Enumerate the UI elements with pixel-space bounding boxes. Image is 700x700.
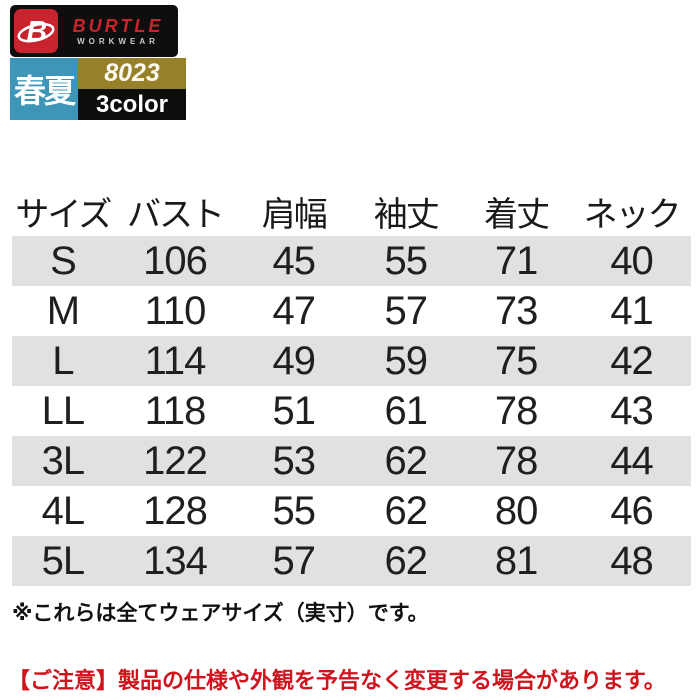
value-cell: 40 [572,236,691,286]
value-cell: 62 [351,436,461,486]
size-table: サイズ バスト 肩幅 袖丈 着丈 ネック S 106 45 55 71 40 M… [12,186,691,586]
value-cell: 45 [236,236,352,286]
value-cell: 110 [113,286,237,336]
value-cell: 81 [460,536,573,586]
value-cell: 114 [113,336,237,386]
size-cell: LL [12,386,114,436]
value-cell: 128 [113,486,237,536]
badge-row: 春夏 8023 3color [10,58,186,120]
brand-logo: B BURTLE WORKWEAR [10,5,178,57]
value-cell: 42 [572,336,691,386]
value-cell: 49 [236,336,352,386]
table-row: 4L 128 55 62 80 46 [12,486,691,536]
value-cell: 48 [572,536,691,586]
table-row: L 114 49 59 75 42 [12,336,691,386]
size-cell: 3L [12,436,114,486]
value-cell: 122 [113,436,237,486]
brand-b-logo-icon: B [14,9,58,53]
value-cell: 55 [351,236,461,286]
table-header-row: サイズ バスト 肩幅 袖丈 着丈 ネック [12,186,691,236]
value-cell: 53 [236,436,352,486]
value-cell: 62 [351,536,461,586]
column-header-neck: ネック [572,186,691,236]
value-cell: 55 [236,486,352,536]
table-row: M 110 47 57 73 41 [12,286,691,336]
column-header-bust: バスト [113,186,237,236]
table-row: 5L 134 57 62 81 48 [12,536,691,586]
value-cell: 71 [460,236,573,286]
measurement-note: ※これらは全てウェアサイズ（実寸）です。 [12,602,429,625]
value-cell: 51 [236,386,352,436]
value-cell: 118 [113,386,237,436]
table-row: S 106 45 55 71 40 [12,236,691,286]
season-badge: 春夏 [10,58,78,120]
value-cell: 43 [572,386,691,436]
badge-column: 8023 3color [78,58,186,120]
table-row: 3L 122 53 62 78 44 [12,436,691,486]
value-cell: 62 [351,486,461,536]
caution-note: 【ご注意】製品の仕様や外観を予告なく変更する場合があります。 [8,668,666,693]
value-cell: 78 [460,436,573,486]
value-cell: 80 [460,486,573,536]
brand-mark-letter: B [27,16,48,48]
color-count-badge: 3color [78,89,186,120]
column-header-length: 着丈 [460,186,573,236]
value-cell: 47 [236,286,352,336]
size-cell: L [12,336,114,386]
value-cell: 73 [460,286,573,336]
size-cell: M [12,286,114,336]
value-cell: 44 [572,436,691,486]
value-cell: 59 [351,336,461,386]
brand-subname: WORKWEAR [77,36,159,46]
value-cell: 57 [351,286,461,336]
size-cell: 5L [12,536,114,586]
column-header-size: サイズ [12,186,114,236]
product-code-badge: 8023 [78,58,186,89]
value-cell: 75 [460,336,573,386]
brand-text: BURTLE WORKWEAR [58,17,178,46]
size-cell: S [12,236,114,286]
value-cell: 41 [572,286,691,336]
column-header-sleeve: 袖丈 [351,186,461,236]
value-cell: 46 [572,486,691,536]
table-row: LL 118 51 61 78 43 [12,386,691,436]
value-cell: 106 [113,236,237,286]
value-cell: 57 [236,536,352,586]
value-cell: 78 [460,386,573,436]
size-cell: 4L [12,486,114,536]
brand-name: BURTLE [72,15,164,36]
value-cell: 134 [113,536,237,586]
value-cell: 61 [351,386,461,436]
column-header-shoulder: 肩幅 [236,186,352,236]
